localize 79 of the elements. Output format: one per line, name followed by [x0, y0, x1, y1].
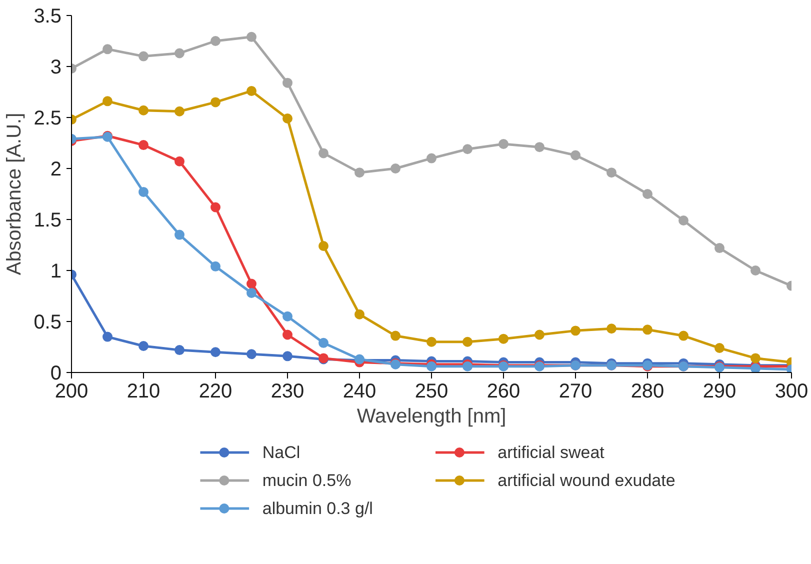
point: [282, 311, 292, 322]
point: [534, 142, 544, 152]
x-tick-label: 270: [558, 380, 592, 402]
point: [534, 330, 544, 340]
x-tick-label: 210: [126, 380, 160, 402]
point: [318, 338, 328, 348]
legend-label: albumin 0.3 g/l: [262, 499, 373, 518]
point: [246, 278, 256, 289]
x-tick-label: 280: [630, 380, 664, 402]
point: [390, 164, 400, 174]
point: [210, 347, 220, 358]
point: [282, 78, 292, 88]
x-tick-label: 250: [414, 380, 448, 402]
point: [138, 340, 148, 351]
legend-label: mucin 0.5%: [262, 471, 352, 490]
point: [426, 336, 436, 347]
point: [210, 97, 220, 108]
x-tick-label: 260: [486, 380, 520, 402]
point: [750, 353, 760, 364]
x-tick-label: 230: [270, 380, 304, 402]
x-tick-label: 300: [774, 380, 808, 402]
point: [570, 150, 580, 160]
point: [642, 324, 652, 335]
point: [246, 32, 256, 42]
point: [390, 330, 400, 341]
point: [210, 36, 220, 46]
point: [282, 351, 292, 362]
point: [426, 153, 436, 164]
x-tick-label: 240: [342, 380, 376, 402]
point: [102, 44, 112, 54]
y-axis-title: Absorbance [A.U.]: [4, 112, 26, 276]
point: [138, 105, 148, 116]
y-tick-label: 0.5: [34, 312, 62, 334]
point: [318, 241, 328, 252]
point: [246, 288, 256, 298]
point: [138, 140, 148, 150]
y-tick-label: 1.5: [34, 210, 62, 232]
point: [750, 266, 760, 276]
point: [678, 216, 688, 226]
point: [210, 261, 220, 272]
point: [462, 336, 472, 347]
point: [138, 51, 148, 62]
y-tick-label: 2.5: [34, 108, 62, 130]
point: [174, 156, 184, 166]
point: [174, 106, 184, 116]
x-tick-label: 290: [702, 380, 736, 402]
y-tick-label: 3: [50, 56, 62, 78]
point: [174, 48, 184, 58]
point: [282, 330, 292, 340]
y-tick-label: 3.5: [34, 6, 62, 28]
point: [318, 148, 328, 158]
point: [714, 343, 724, 354]
point: [606, 168, 616, 178]
x-tick-label: 220: [198, 380, 232, 402]
point: [462, 144, 472, 154]
point: [102, 96, 112, 106]
point: [570, 326, 580, 336]
point: [138, 186, 148, 197]
point: [210, 202, 220, 212]
point: [282, 114, 292, 124]
point: [678, 330, 688, 341]
point: [246, 349, 256, 360]
point: [642, 189, 652, 199]
point: [102, 332, 112, 342]
point: [174, 230, 184, 240]
point: [498, 334, 508, 344]
point: [606, 324, 616, 334]
point: [354, 309, 364, 320]
point: [714, 243, 724, 254]
point: [498, 139, 508, 150]
y-tick-label: 2: [50, 158, 62, 180]
point: [354, 168, 364, 178]
point: [246, 86, 256, 96]
legend-label: NaCl: [262, 443, 300, 462]
legend-label: artificial sweat: [498, 443, 605, 462]
point: [174, 345, 184, 356]
legend-label: artificial wound exudate: [498, 471, 676, 490]
y-tick-label: 1: [50, 260, 62, 282]
x-axis-title: Wavelength [nm]: [356, 406, 506, 428]
